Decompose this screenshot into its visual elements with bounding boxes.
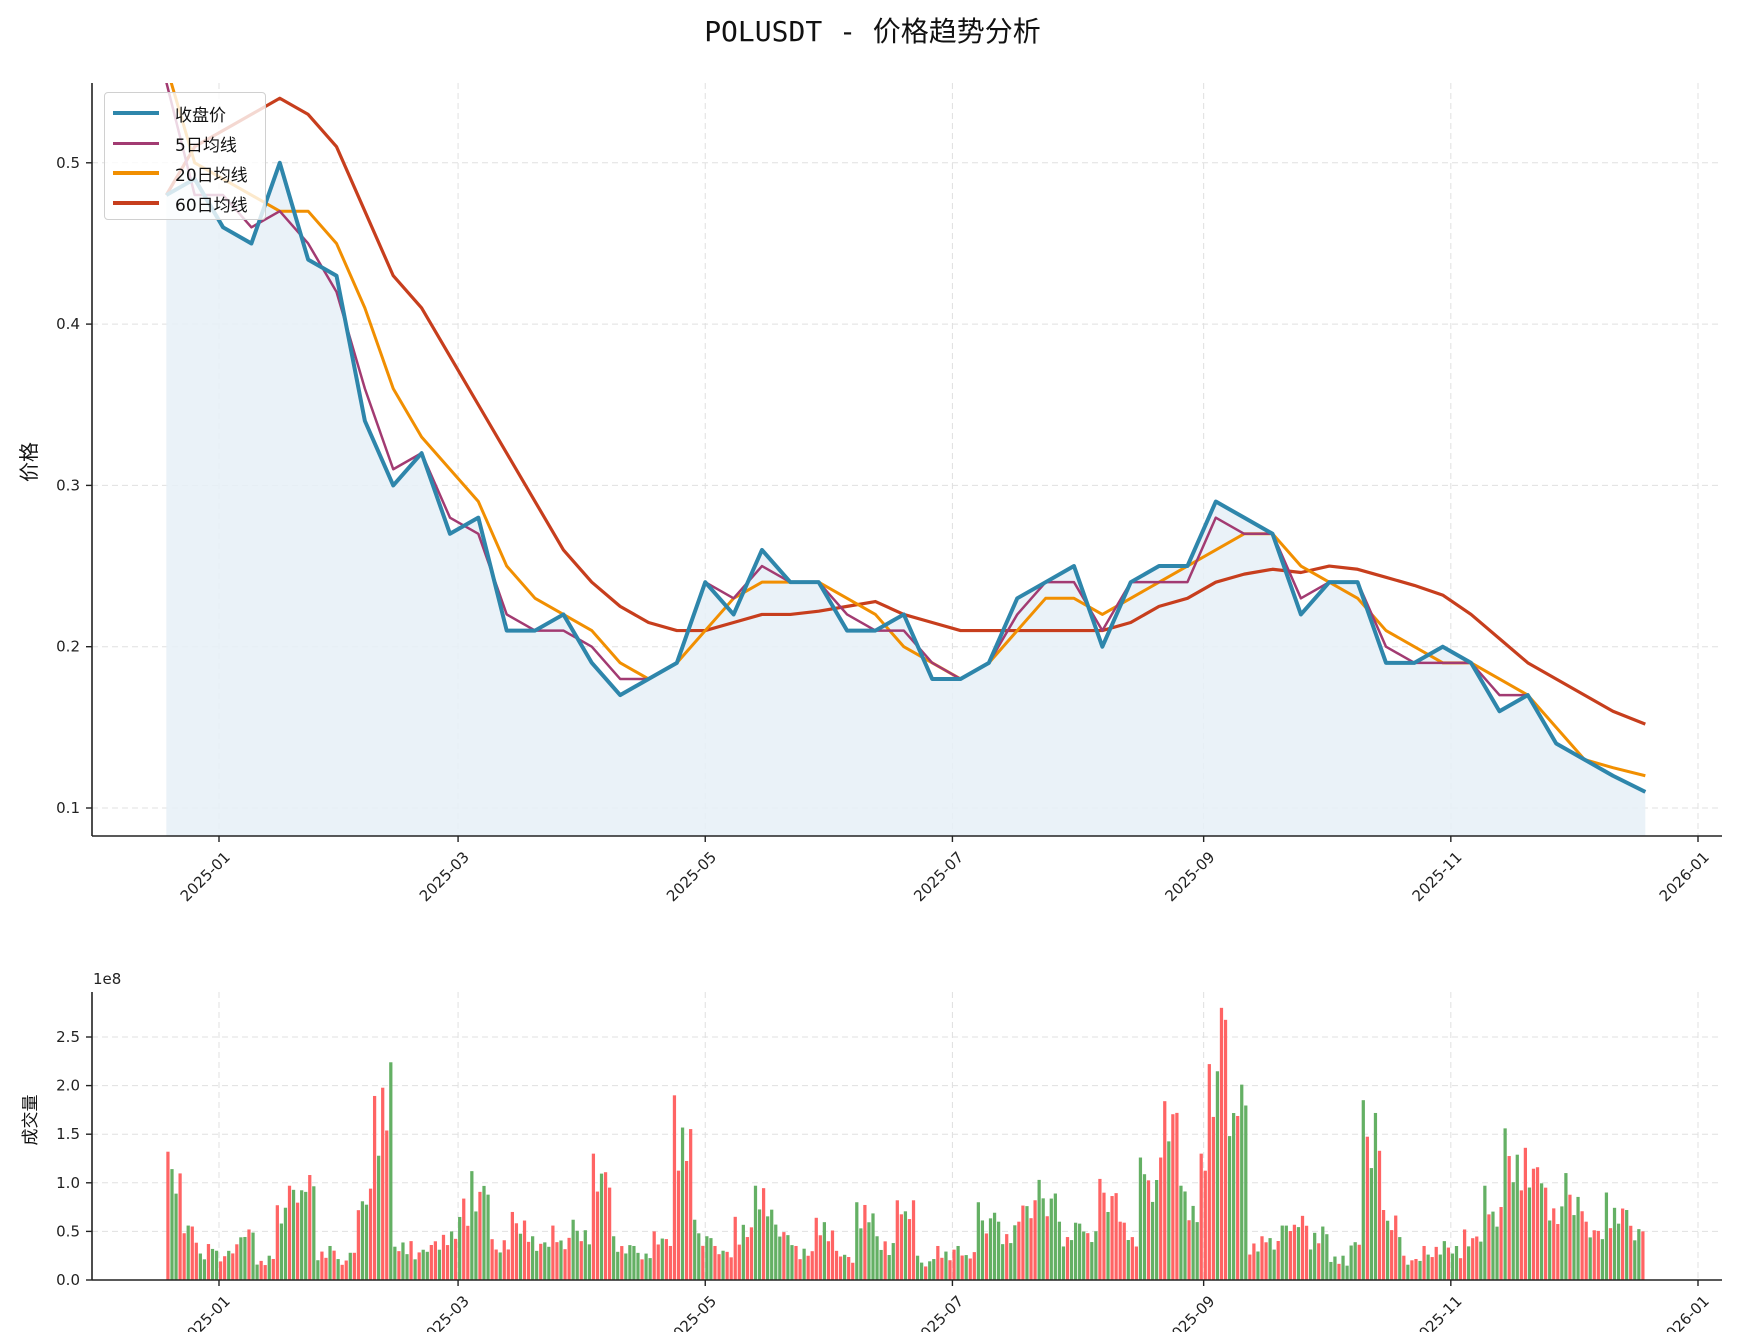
svg-text:2025-03: 2025-03 (416, 1292, 473, 1332)
legend-item-ma60: 60日均线 (113, 188, 248, 218)
svg-text:0.4: 0.4 (56, 315, 80, 333)
svg-text:2026-01: 2026-01 (1656, 848, 1713, 905)
svg-text:2025-11: 2025-11 (1409, 1292, 1466, 1332)
legend-label: 5日均线 (175, 135, 237, 156)
svg-text:2025-01: 2025-01 (177, 848, 234, 905)
svg-text:2025-03: 2025-03 (416, 848, 473, 905)
volume-axes: 0.0 0.5 1.0 1.5 2.0 2.5 2025-01 2025-03 2025-05 2… (56, 992, 1722, 1332)
svg-text:1.5: 1.5 (56, 1125, 80, 1143)
svg-text:0.0: 0.0 (56, 1271, 80, 1289)
svg-text:0.2: 0.2 (56, 638, 80, 656)
svg-text:0.5: 0.5 (56, 1222, 80, 1240)
svg-text:0.1: 0.1 (56, 799, 80, 817)
svg-text:2025-05: 2025-05 (663, 848, 720, 905)
volume-offset-label: 1e8 (93, 970, 121, 988)
svg-text:2025-07: 2025-07 (910, 1292, 967, 1332)
svg-text:2025-09: 2025-09 (1161, 1292, 1218, 1332)
svg-text:2025-05: 2025-05 (663, 1292, 720, 1332)
legend-item-ma20: 20日均线 (113, 158, 248, 188)
legend-swatch-close (113, 111, 159, 115)
price-area-fill (166, 162, 1646, 837)
volume-axis-label: 成交量 (21, 1095, 41, 1146)
price-axis-label: 价格 (17, 442, 41, 482)
svg-text:0.3: 0.3 (56, 476, 80, 494)
legend-label: 20日均线 (175, 165, 248, 186)
legend-swatch-ma5 (113, 141, 159, 145)
legend-item-close: 收盘价 (113, 98, 226, 128)
svg-text:2025-01: 2025-01 (177, 1292, 234, 1332)
legend-swatch-ma20 (113, 171, 159, 175)
legend: 收盘价 5日均线 20日均线 60日均线 (104, 92, 266, 220)
svg-text:2025-07: 2025-07 (910, 848, 967, 905)
svg-text:0.5: 0.5 (56, 154, 80, 172)
svg-text:2025-11: 2025-11 (1409, 848, 1466, 905)
legend-label: 收盘价 (175, 105, 226, 126)
svg-text:2025-09: 2025-09 (1161, 848, 1218, 905)
price-lines (164, 83, 1647, 794)
svg-text:2026-01: 2026-01 (1656, 1292, 1713, 1332)
legend-item-ma5: 5日均线 (113, 128, 237, 158)
svg-text:1.0: 1.0 (56, 1174, 80, 1192)
svg-text:2.0: 2.0 (56, 1077, 80, 1095)
chart-title: POLUSDT - 价格趋势分析 (704, 15, 1041, 48)
svg-text:2.5: 2.5 (56, 1028, 80, 1046)
volume-bars (166, 1007, 1645, 1280)
legend-label: 60日均线 (175, 195, 248, 216)
legend-swatch-ma60 (113, 201, 159, 205)
